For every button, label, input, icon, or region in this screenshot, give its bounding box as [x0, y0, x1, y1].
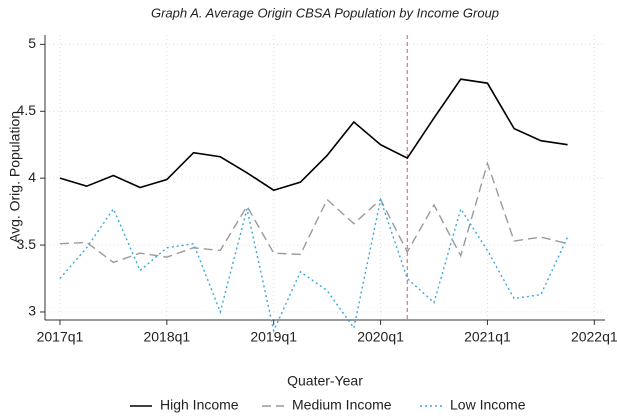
x-axis-label: Quater-Year [287, 373, 363, 389]
x-tick-label: 2019q1 [250, 329, 297, 345]
chart-title: Graph A. Average Origin CBSA Population … [151, 5, 499, 20]
x-tick-label: 2017q1 [37, 329, 84, 345]
y-tick-label: 4.5 [17, 102, 37, 118]
x-tick-label: 2020q1 [357, 329, 404, 345]
x-tick-label: 2022q1 [571, 329, 617, 345]
series-line [59, 78, 568, 192]
y-tick-label: 5 [28, 35, 36, 51]
legend-label: Low Income [450, 397, 526, 413]
legend-label: High Income [160, 397, 239, 413]
x-tick-label: 2021q1 [464, 329, 511, 345]
y-tick-label: 4 [28, 169, 36, 185]
legend-label: Medium Income [292, 397, 392, 413]
y-axis-label: Avg. Orig. Population [7, 111, 23, 243]
y-tick-label: 3 [28, 303, 36, 319]
series-line [59, 161, 568, 264]
y-tick-label: 3.5 [17, 236, 37, 252]
x-tick-label: 2018q1 [143, 329, 190, 345]
series-line [59, 196, 569, 333]
